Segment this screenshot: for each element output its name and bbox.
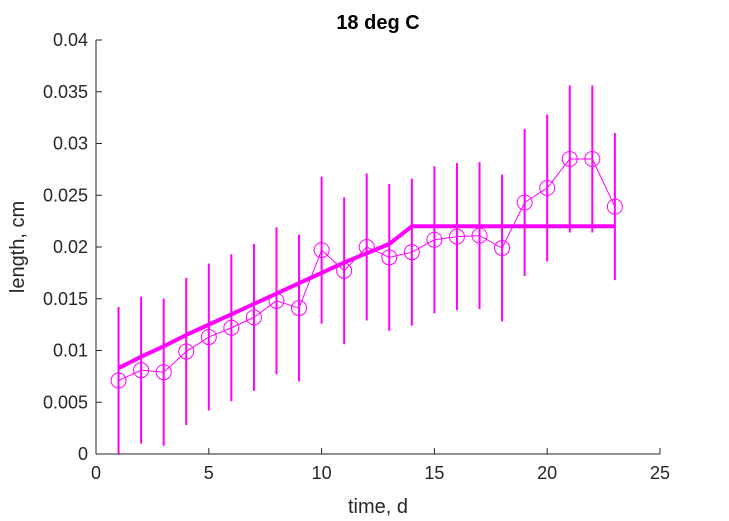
data-point — [110, 372, 127, 389]
data-point — [313, 242, 330, 259]
data-point — [381, 249, 398, 266]
data-point — [403, 244, 420, 261]
axes: 0 5 10 15 20 25 0 0.005 0.01 0.015 0.02 0.025 0.03 0.… — [43, 30, 670, 483]
x-tick-label: 20 — [537, 463, 557, 483]
chart-title: 18 deg C — [336, 12, 419, 34]
y-tick-label: 0.015 — [43, 289, 88, 309]
y-tick-label: 0.035 — [43, 82, 88, 102]
data-point — [178, 343, 195, 360]
data-point — [223, 319, 240, 336]
x-tick-label: 25 — [650, 463, 670, 483]
y-tick-label: 0.01 — [53, 341, 88, 361]
data-point — [245, 309, 262, 326]
data-point — [471, 227, 488, 244]
x-tick-label: 10 — [312, 463, 332, 483]
data-point — [291, 300, 308, 317]
data-point — [133, 362, 150, 379]
data-point — [494, 240, 511, 257]
data-point — [336, 262, 353, 279]
data-point — [155, 364, 172, 381]
y-tick-label: 0 — [78, 444, 88, 464]
data-point — [358, 239, 375, 255]
data-point — [426, 231, 443, 248]
data-point — [448, 228, 465, 245]
y-tick-label: 0.03 — [53, 134, 88, 154]
data-point — [584, 151, 601, 168]
x-tick-label: 5 — [204, 463, 214, 483]
data-point — [516, 194, 533, 211]
data-point — [561, 151, 578, 168]
plot-area — [110, 85, 623, 454]
data-point — [539, 180, 556, 197]
y-tick-label: 0.005 — [43, 392, 88, 412]
x-axis-label: time, d — [348, 496, 408, 518]
data-point — [606, 198, 623, 215]
y-tick-label: 0.04 — [53, 30, 88, 50]
x-tick-label: 0 — [91, 463, 101, 483]
data-point — [268, 292, 285, 309]
y-axis-label: length, cm — [7, 201, 29, 293]
y-tick-label: 0.025 — [43, 185, 88, 205]
data-line — [118, 158, 616, 381]
data-point — [200, 329, 217, 346]
y-tick-label: 0.02 — [53, 237, 88, 257]
x-tick-label: 15 — [424, 463, 444, 483]
